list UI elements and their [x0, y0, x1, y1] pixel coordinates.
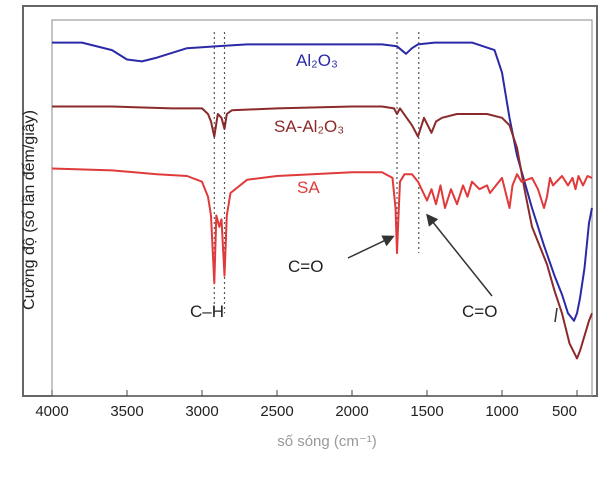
- series-line-1: [52, 105, 593, 360]
- arrow-co-right: [426, 213, 493, 297]
- x-tick-label-2000: 2000: [335, 403, 368, 420]
- label-co-right: C=O: [462, 302, 497, 321]
- label-al2o3: Al₂O₃: [296, 51, 338, 70]
- x-tick-label-500: 500: [552, 403, 577, 420]
- spectra: [51, 41, 593, 360]
- plot-inner-border: [51, 19, 593, 397]
- x-tick-label-3500: 3500: [110, 403, 143, 420]
- arrow-co-left: [347, 235, 395, 259]
- y-axis-label: Cường độ (số lần đếm/giây): [21, 110, 38, 310]
- x-tick-label-4000: 4000: [35, 403, 68, 420]
- series-line-0: [52, 41, 593, 322]
- peak-guides: [213, 32, 420, 314]
- tick-mark-540: [554, 307, 558, 323]
- x-tick-label-3000: 3000: [185, 403, 218, 420]
- x-axis: 4000 3500 3000 2500 2000 1500 1000 500: [35, 390, 578, 420]
- series-line-2: [51, 167, 593, 285]
- x-tick-label-2500: 2500: [260, 403, 293, 420]
- x-axis-label: số sóng (cm⁻¹): [277, 433, 377, 450]
- label-ch: C–H: [190, 302, 224, 321]
- x-tick-label-1500: 1500: [410, 403, 443, 420]
- label-sa: SA: [297, 178, 320, 197]
- label-sa-al2o3: SA-Al₂O₃: [274, 117, 344, 136]
- annotations: Al₂O₃ SA-Al₂O₃ SA C–H C=O C=O: [190, 51, 558, 323]
- x-tick-label-1000: 1000: [485, 403, 518, 420]
- label-co-left: C=O: [288, 257, 323, 276]
